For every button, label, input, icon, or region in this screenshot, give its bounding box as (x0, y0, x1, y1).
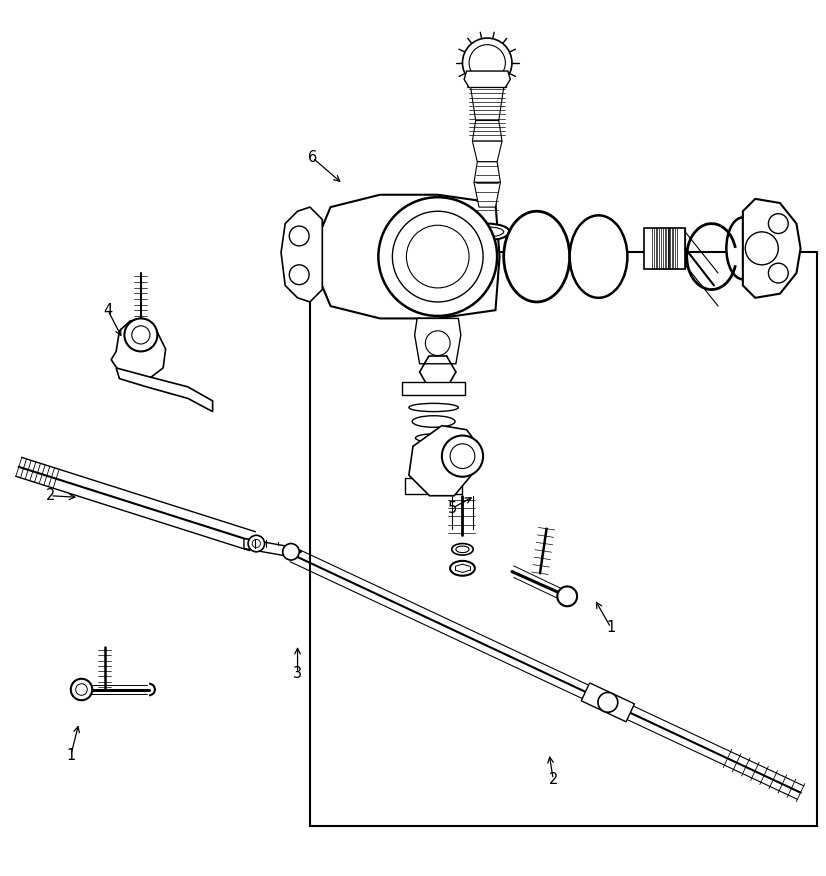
Text: 3: 3 (293, 666, 302, 681)
Circle shape (450, 444, 475, 469)
Polygon shape (244, 539, 301, 557)
Ellipse shape (412, 416, 455, 427)
Ellipse shape (415, 434, 452, 442)
Polygon shape (310, 194, 500, 319)
Polygon shape (582, 683, 634, 722)
Circle shape (768, 263, 788, 283)
Ellipse shape (450, 561, 475, 576)
Circle shape (442, 435, 483, 477)
Ellipse shape (465, 223, 510, 240)
Circle shape (768, 214, 788, 234)
Ellipse shape (417, 448, 450, 455)
Circle shape (598, 692, 618, 712)
Text: 1: 1 (66, 748, 75, 763)
Circle shape (745, 232, 778, 265)
Polygon shape (743, 199, 800, 298)
Ellipse shape (504, 211, 570, 302)
Text: 2: 2 (45, 488, 55, 503)
Ellipse shape (570, 215, 628, 298)
Circle shape (406, 225, 469, 288)
Ellipse shape (471, 227, 504, 237)
Circle shape (463, 38, 512, 88)
Circle shape (282, 543, 299, 560)
Polygon shape (402, 382, 465, 395)
Ellipse shape (409, 403, 458, 412)
Polygon shape (415, 319, 461, 364)
Text: 5: 5 (448, 500, 458, 516)
Circle shape (132, 326, 150, 344)
Polygon shape (281, 207, 322, 302)
Text: 1: 1 (606, 620, 615, 635)
Circle shape (289, 226, 309, 246)
Circle shape (289, 265, 309, 285)
Polygon shape (409, 426, 479, 496)
Circle shape (125, 319, 158, 351)
Polygon shape (644, 228, 685, 269)
Text: 2: 2 (548, 772, 558, 787)
Bar (310, 252, 817, 825)
Polygon shape (474, 182, 501, 207)
Ellipse shape (726, 217, 759, 279)
Polygon shape (474, 162, 501, 182)
Circle shape (378, 197, 497, 316)
Ellipse shape (411, 459, 457, 473)
Circle shape (469, 45, 506, 81)
Polygon shape (112, 321, 166, 380)
Circle shape (248, 535, 264, 552)
Text: 6: 6 (308, 150, 317, 166)
Polygon shape (464, 71, 510, 88)
Polygon shape (472, 121, 502, 141)
Polygon shape (405, 477, 463, 494)
Circle shape (76, 684, 88, 696)
Circle shape (392, 211, 483, 302)
Circle shape (558, 586, 577, 606)
Polygon shape (471, 88, 504, 121)
Ellipse shape (452, 543, 473, 555)
Ellipse shape (456, 546, 469, 553)
Circle shape (71, 679, 93, 700)
Polygon shape (472, 141, 502, 162)
Polygon shape (116, 368, 212, 412)
Text: 4: 4 (103, 303, 112, 318)
Circle shape (252, 540, 260, 548)
